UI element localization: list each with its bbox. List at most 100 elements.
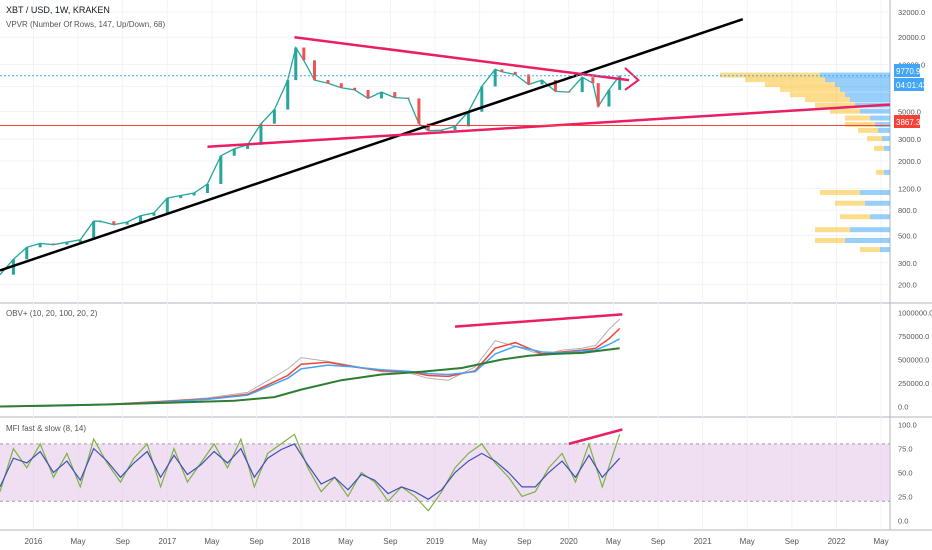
x-tick-label: May [874,537,889,546]
price-candle [618,75,622,90]
obv-y-tick-label: 750000.0 [898,332,929,341]
price-series-layer [0,45,622,276]
price-candle [246,144,250,149]
price-y-tick-label: 500.0 [898,231,917,240]
price-y-tick-label: 2000.0 [898,157,921,166]
vpvr-row-down [860,108,890,114]
price-candle [139,215,143,223]
price-candle [453,126,457,131]
price-candle [480,86,484,112]
price-candle [500,69,504,72]
price-candle [125,222,129,225]
vpvr-row-down [870,214,890,220]
vpvr-row-up [845,115,870,121]
vpvr-row-down [870,115,890,121]
last-price-label: 9770.9 [896,67,921,76]
price-y-tick-label: 5000.0 [898,108,921,117]
level-price-badge: 3867.3 [894,115,921,128]
price-candle [313,60,317,81]
vpvr-row-down [835,82,890,88]
vpvr-row-up [835,200,865,206]
x-tick-label: Sep [651,537,666,546]
vpvr-row-down [860,189,890,195]
support-trendline [0,17,744,272]
x-tick-label: 2020 [560,537,578,546]
price-candle [493,69,497,87]
x-tick-label: May [606,537,621,546]
x-tick-label: May [338,537,353,546]
price-y-tick-label: 3000.0 [898,135,921,144]
price-candle [567,91,571,93]
price-candle [553,80,557,92]
price-candle [294,47,298,81]
obv-y-tick-label: 250000.0 [898,379,929,388]
vpvr-histogram [720,72,890,253]
price-candle [406,97,410,99]
mfi-y-tick-label: 25.0 [898,492,913,501]
x-tick-label: Sep [116,537,131,546]
vpvr-row-up [876,169,884,175]
vpvr-row-down [878,127,890,133]
vpvr-row-down [884,169,890,175]
price-candle [426,123,430,131]
price-y-tick-label: 800.0 [898,206,917,215]
price-candle [179,195,183,199]
price-candle [52,243,56,245]
vpvr-row-up [790,92,845,98]
vpvr-row-up [745,77,825,83]
price-candle [38,243,42,248]
vpvr-row-up [820,189,860,195]
mfi-divergence-line [568,428,623,446]
x-tick-label: Sep [383,537,398,546]
mfi-y-tick-label: 0.0 [898,516,908,525]
price-candle [302,47,306,61]
vpvr-row-down [845,237,890,243]
price-y-tick-label: 32000.0 [898,8,925,17]
price-candle [219,155,223,185]
vpvr-row-down [820,72,890,78]
obv-series-line [0,338,621,408]
last-price-badge: 9770.9 [894,64,921,77]
price-candle [205,184,209,193]
vpvr-row-down [884,145,890,151]
mfi-band [0,443,890,502]
x-tick-label: May [740,537,755,546]
drawing-layer [0,17,891,272]
x-tick-label: May [71,537,86,546]
countdown-label: 04:01:43 [896,81,928,90]
price-candle [379,92,383,99]
vpvr-row-up [720,72,820,78]
price-candle [78,239,82,243]
price-candle [607,89,611,107]
mfi-y-tick-label: 50.0 [898,469,913,478]
x-tick-label: Sep [249,537,264,546]
vpvr-row-down [850,227,890,233]
vpvr-row-up [805,97,850,103]
x-tick-label: 2017 [158,537,176,546]
vpvr-row-down [875,122,890,128]
vpvr-row-up [765,82,835,88]
mfi-y-tick-label: 75.0 [898,445,913,454]
price-candle [466,111,470,127]
price-y-tick-label: 1200.0 [898,184,921,193]
price-candle [152,212,156,216]
price-candle [232,148,236,156]
price-candle [366,89,370,99]
vpvr-row-up [867,136,882,142]
price-y-tick-label: 20000.0 [898,33,925,42]
price-candle [25,247,29,260]
price-y-tick-label: 200.0 [898,281,917,290]
mfi-series-line [0,433,621,512]
obv-y-tick-label: 500000.0 [898,356,929,365]
price-candle [417,98,421,124]
price-candle [353,87,357,90]
vpvr-row-down [880,247,890,253]
price-candle [112,221,116,225]
obv-panel [0,313,623,408]
price-candle [440,130,444,132]
vpvr-row-down [882,136,890,142]
upper-trendline [294,35,630,82]
vpvr-row-up [830,108,860,114]
vpvr-row-down [865,200,890,206]
mfi-panel [0,428,890,512]
